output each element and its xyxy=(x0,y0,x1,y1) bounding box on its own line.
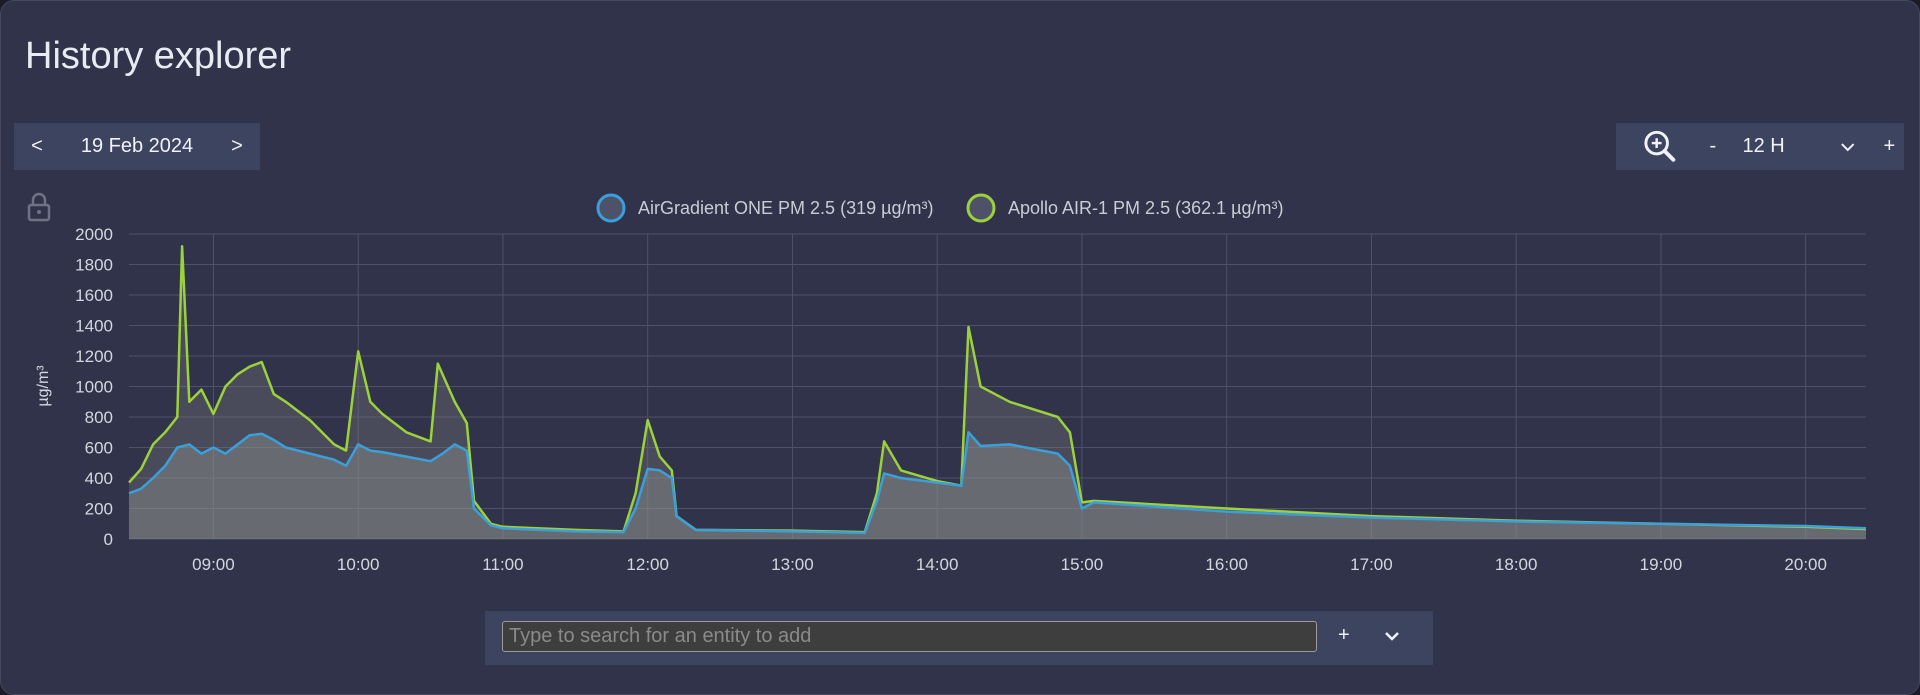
x-tick-label: 19:00 xyxy=(1640,555,1683,574)
y-tick-label: 1800 xyxy=(75,256,113,275)
legend-marker xyxy=(966,193,996,223)
x-tick-label: 13:00 xyxy=(771,555,814,574)
y-tick-label: 2000 xyxy=(75,225,113,244)
y-axis-label: µg/m³ xyxy=(35,365,52,407)
zoom-out-button[interactable]: - xyxy=(1709,135,1717,157)
legend-label: Apollo AIR-1 PM 2.5 (362.1 µg/m³) xyxy=(1008,198,1283,218)
y-tick-label: 0 xyxy=(104,530,113,549)
y-tick-label: 1400 xyxy=(75,317,113,336)
zoom-in-button[interactable]: + xyxy=(1883,135,1896,157)
x-tick-label: 14:00 xyxy=(916,555,959,574)
x-tick-label: 17:00 xyxy=(1350,555,1393,574)
series-area xyxy=(129,432,1866,539)
zoom-in-icon[interactable] xyxy=(1640,127,1679,167)
date-label[interactable]: 19 Feb 2024 xyxy=(80,135,194,157)
series-line xyxy=(128,431,1867,535)
y-tick-label: 1000 xyxy=(75,378,113,397)
add-entity-button[interactable]: + xyxy=(1338,624,1350,646)
y-tick-label: 600 xyxy=(85,439,113,458)
y-tick-label: 1600 xyxy=(75,286,113,305)
y-tick-label: 800 xyxy=(85,408,113,427)
page-title: History explorer xyxy=(25,35,292,77)
series-line xyxy=(128,244,1867,534)
date-navigator: < 19 Feb 2024 > xyxy=(14,123,260,170)
lock-icon[interactable] xyxy=(27,192,51,222)
next-date-button[interactable]: > xyxy=(231,135,243,157)
legend-label: AirGradient ONE PM 2.5 (319 µg/m³) xyxy=(638,198,933,218)
y-tick-label: 200 xyxy=(85,500,113,519)
chevron-down-icon[interactable] xyxy=(1383,629,1401,643)
history-chart[interactable]: 0 200 400 600 800 1000 1200 1400 1600 1800 2000 09:… xyxy=(1,181,1920,581)
zoom-controls: - 12 H + xyxy=(1616,123,1904,170)
x-tick-label: 11:00 xyxy=(482,555,523,574)
chevron-down-icon[interactable] xyxy=(1835,137,1860,157)
entity-search-input[interactable] xyxy=(502,621,1317,652)
prev-date-button[interactable]: < xyxy=(31,135,43,157)
x-tick-label: 10:00 xyxy=(337,555,380,574)
y-tick-label: 1200 xyxy=(75,347,113,366)
y-tick-label: 400 xyxy=(85,469,113,488)
entity-search-bar: + xyxy=(485,611,1433,665)
x-tick-label: 16:00 xyxy=(1205,555,1248,574)
legend-marker xyxy=(596,193,626,223)
series-area xyxy=(129,246,1866,539)
x-tick-label: 15:00 xyxy=(1061,555,1104,574)
x-tick-label: 12:00 xyxy=(626,555,669,574)
zoom-range-select[interactable]: 12 H xyxy=(1742,135,1785,157)
x-tick-label: 20:00 xyxy=(1784,555,1827,574)
x-tick-label: 09:00 xyxy=(192,555,235,574)
x-tick-label: 18:00 xyxy=(1495,555,1538,574)
